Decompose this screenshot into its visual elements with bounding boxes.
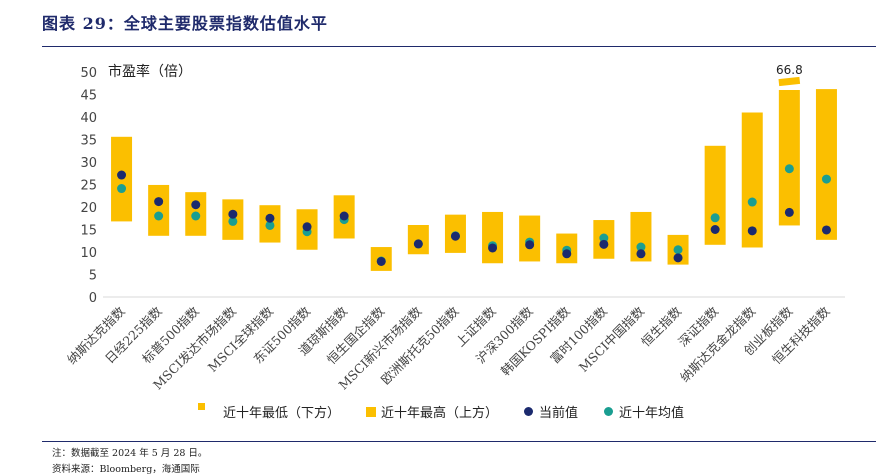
range-bar bbox=[741, 112, 763, 248]
current-point bbox=[821, 225, 831, 235]
mean-point bbox=[117, 184, 127, 194]
current-point bbox=[562, 249, 572, 259]
current-point bbox=[525, 240, 535, 250]
footnote: 注：数据截至 2024 年 5 月 28 日。 bbox=[52, 448, 208, 459]
range-bar-top-segment bbox=[778, 76, 801, 87]
title-rule bbox=[42, 46, 876, 47]
y-tick-label: 30 bbox=[80, 156, 97, 171]
bar-layer bbox=[111, 76, 837, 271]
y-tick-label: 25 bbox=[80, 179, 97, 194]
current-point bbox=[154, 197, 164, 207]
mean-point bbox=[191, 211, 201, 221]
range-bar bbox=[630, 211, 652, 262]
current-point bbox=[747, 226, 757, 236]
range-bar bbox=[482, 211, 504, 264]
range-bar bbox=[778, 90, 800, 226]
current-point bbox=[673, 253, 683, 263]
y-tick-label: 20 bbox=[80, 201, 97, 216]
mean-point bbox=[710, 213, 720, 223]
y-tick-label: 15 bbox=[80, 224, 97, 239]
x-tick-label: MSCI中国指数 bbox=[576, 303, 648, 375]
y-tick-label: 50 bbox=[80, 66, 97, 81]
dot-layer bbox=[117, 164, 831, 266]
current-point bbox=[339, 211, 349, 221]
footer-rule bbox=[42, 441, 876, 442]
y-tick-label: 5 bbox=[89, 269, 97, 284]
y-tick-label: 10 bbox=[80, 246, 97, 261]
axis-layer: 0 5 10 15 20 25 30 35 40 45 50 bbox=[80, 66, 845, 306]
legend-low-label: 近十年最低（下方） bbox=[223, 406, 341, 421]
legend-item-high: 近十年最高（上方） bbox=[366, 402, 498, 421]
figure-title: 图表 29：全球主要股票指数估值水平 bbox=[42, 14, 328, 33]
current-point bbox=[784, 207, 794, 217]
current-point bbox=[376, 256, 386, 266]
current-point bbox=[265, 213, 275, 223]
current-point bbox=[710, 225, 720, 234]
mean-point bbox=[673, 245, 683, 255]
legend: 近十年最低（下方） 近十年最高（上方） 当前值 近十年均值 bbox=[198, 402, 710, 421]
legend-mean-label: 近十年均值 bbox=[619, 406, 685, 421]
legend-current-label: 当前值 bbox=[539, 406, 579, 421]
y-tick-label: 35 bbox=[80, 134, 97, 149]
current-point bbox=[488, 243, 498, 253]
legend-high-label: 近十年最高（上方） bbox=[381, 406, 499, 421]
mean-point bbox=[636, 242, 646, 252]
legend-mean-dot bbox=[604, 407, 614, 416]
current-point bbox=[450, 231, 460, 241]
mean-point bbox=[784, 164, 794, 174]
current-point bbox=[228, 209, 238, 219]
current-point bbox=[636, 249, 646, 259]
current-point bbox=[599, 239, 609, 249]
range-bar bbox=[704, 145, 726, 245]
source-note: 资料来源：Bloomberg，海通国际 bbox=[52, 464, 200, 475]
mean-point bbox=[821, 174, 831, 184]
y-tick-label: 45 bbox=[80, 89, 97, 104]
max-annotation-label: 66.8 bbox=[776, 63, 803, 77]
legend-item-mean: 近十年均值 bbox=[604, 402, 684, 421]
mean-point bbox=[154, 211, 164, 221]
legend-item-current: 当前值 bbox=[524, 402, 578, 421]
y-axis-label: 市盈率（倍） bbox=[108, 63, 192, 80]
y-tick-label: 40 bbox=[80, 111, 97, 126]
range-bar bbox=[148, 184, 170, 236]
current-point bbox=[117, 170, 127, 180]
legend-current-dot bbox=[524, 407, 534, 416]
current-point bbox=[302, 222, 312, 232]
y-tick-label: 0 bbox=[89, 291, 97, 306]
mean-point bbox=[228, 216, 238, 226]
legend-item-low: 近十年最低（下方） bbox=[198, 402, 340, 421]
mean-point bbox=[265, 220, 275, 230]
current-point bbox=[191, 200, 201, 210]
mean-point bbox=[747, 197, 757, 207]
current-point bbox=[413, 239, 423, 249]
x-tick-label: MSCI全球指数 bbox=[205, 303, 277, 375]
mean-point bbox=[599, 233, 609, 243]
legend-high-swatch bbox=[366, 406, 377, 417]
legend-low-swatch bbox=[198, 403, 205, 410]
range-bar bbox=[815, 89, 837, 240]
